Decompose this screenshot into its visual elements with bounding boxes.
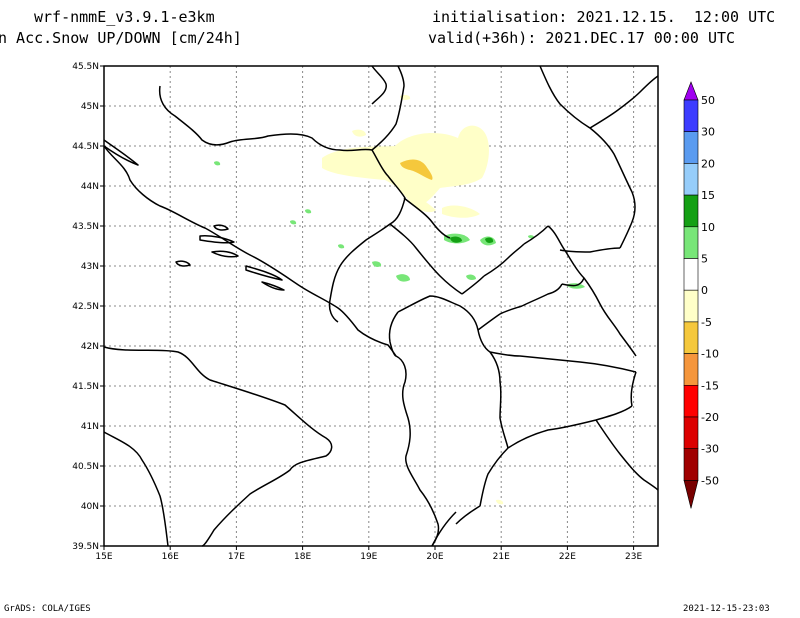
snow-decrease-strong [400, 159, 433, 180]
latitude-label: 45.5N [72, 62, 99, 72]
valid-time: valid(+36h): 2021.DEC.17 00:00 UTC [428, 29, 736, 47]
snow-increase-area [214, 161, 221, 166]
longitude-label: 22E [559, 552, 576, 562]
longitude-label: 21E [493, 552, 510, 562]
legend-swatch [683, 81, 699, 101]
snow-fields [214, 95, 585, 505]
longitude-label: 20E [426, 552, 443, 562]
plot-timestamp: 2021-12-15-23:03 [683, 604, 770, 614]
latitude-label: 41N [81, 422, 99, 432]
legend-label: 50 [701, 94, 715, 107]
legend-label: -15 [701, 379, 719, 392]
snow-increase-area [396, 274, 410, 282]
longitude-label: 16E [162, 552, 179, 562]
latitude-label: 39.5N [72, 542, 99, 552]
latitude-label: 44N [81, 182, 99, 192]
legend-swatch [683, 163, 699, 196]
longitude-label: 17E [228, 552, 245, 562]
snow-decrease-area [496, 499, 504, 505]
longitude-label: 19E [360, 552, 377, 562]
legend-label: 10 [701, 221, 715, 234]
latitude-label: 45N [81, 102, 99, 112]
latitude-label: 44.5N [72, 142, 99, 152]
snow-increase-strong [485, 237, 494, 243]
latitude-label: 42N [81, 342, 99, 352]
legend-swatch [683, 384, 699, 418]
legend-label: -50 [701, 474, 719, 487]
legend-label: -20 [701, 411, 719, 424]
legend-label: -30 [701, 443, 719, 456]
legend-swatch [683, 353, 699, 386]
legend-label: -5 [701, 316, 712, 329]
longitude-labels: 15E 16E 17E 18E 19E 20E 21E 22E 23E [95, 546, 642, 562]
latitude-label: 40.5N [72, 462, 99, 472]
model-title: wrf-nmmE_v3.9.1-e3km [34, 8, 215, 26]
snow-increase-area [305, 209, 312, 214]
legend-swatch [683, 416, 699, 450]
snow-increase-area [466, 274, 476, 280]
legend-label: 5 [701, 253, 708, 266]
legend-label: 0 [701, 284, 708, 297]
variable-title: n Acc.Snow UP/DOWN [cm/24h] [0, 29, 242, 47]
latitude-label: 43.5N [72, 222, 99, 232]
legend-swatch [683, 321, 699, 354]
legend-swatch [683, 131, 699, 164]
longitude-label: 18E [294, 552, 311, 562]
latitude-labels: 45.5N 45N 44.5N 44N 43.5N 43N 42.5N 42N 41.5N 41N… [72, 62, 104, 552]
longitude-label: 23E [625, 552, 642, 562]
legend-swatch [683, 226, 699, 259]
latitude-label: 41.5N [72, 382, 99, 392]
grads-credit: GrADS: COLA/IGES [4, 604, 91, 614]
snow-decrease-area [442, 205, 480, 218]
legend-label: 30 [701, 126, 715, 139]
init-time: initialisation: 2021.12.15. 12:00 UTC [432, 8, 776, 26]
legend-swatch [683, 99, 699, 133]
longitude-label: 15E [95, 552, 112, 562]
snow-increase-area [290, 220, 297, 225]
legend-label: -10 [701, 348, 719, 361]
legend-swatch [683, 194, 699, 228]
legend-swatch [683, 258, 699, 291]
latitude-label: 40N [81, 502, 99, 512]
legend-swatch [683, 480, 699, 509]
latitude-label: 42.5N [72, 302, 99, 312]
snow-increase-strong [450, 236, 462, 243]
latitude-label: 43N [81, 262, 99, 272]
snow-increase-area [338, 244, 345, 249]
legend-swatch [683, 289, 699, 323]
legend-label: 15 [701, 189, 715, 202]
legend-swatch [683, 448, 699, 481]
legend-label: 20 [701, 157, 715, 170]
snow-decrease-area [352, 129, 366, 137]
coastlines-borders [103, 65, 659, 547]
map-grid [104, 66, 658, 546]
snow-increase-area [372, 261, 382, 267]
